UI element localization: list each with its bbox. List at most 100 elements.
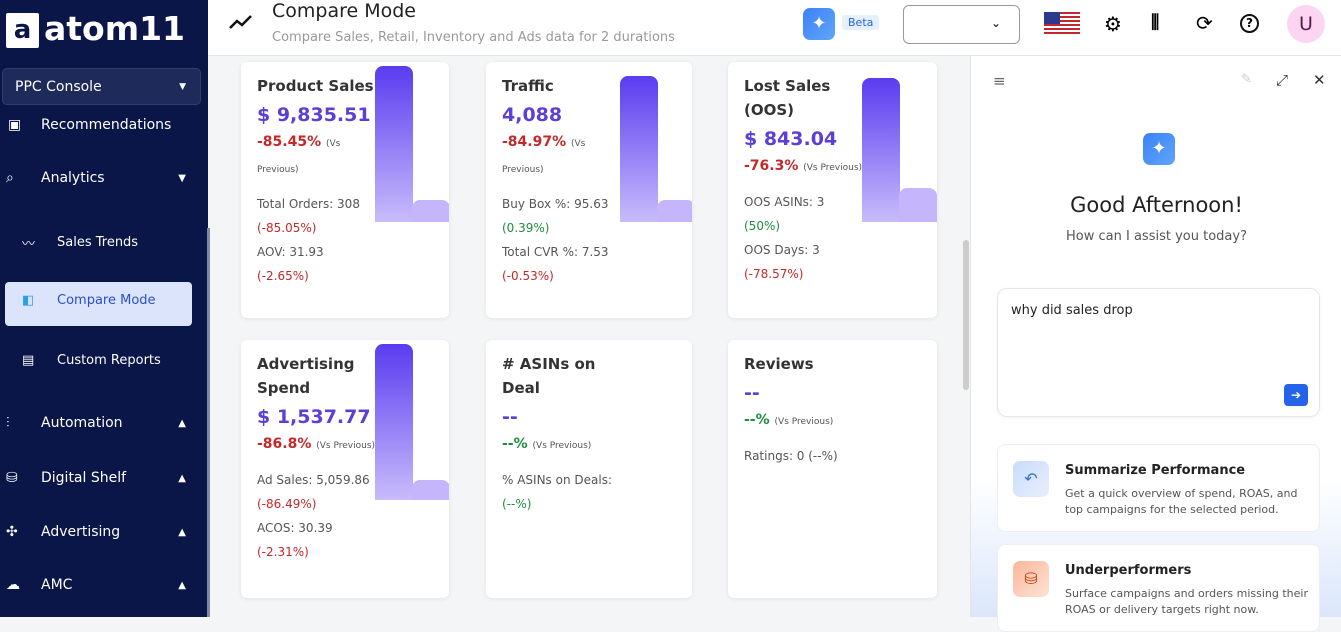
card-change: -76.3% (Vs Previous): [744, 154, 864, 180]
suggestion-title: Summarize Performance: [1065, 463, 1246, 478]
change-value: -86.8%: [257, 436, 312, 452]
card-detail: (50%): [744, 219, 781, 233]
card-detail: (-2.65%): [257, 269, 309, 283]
card-title: Lost Sales (OOS): [744, 77, 831, 119]
card-value: $ 1,537.77: [257, 406, 371, 428]
metric-card: Traffic 4,088 -84.97% (Vs Previous) Buy Box…: [486, 62, 692, 318]
duration-select[interactable]: ⌄: [903, 5, 1020, 44]
scrollbar: [207, 228, 210, 617]
greeting: Good Afternoon!: [1070, 193, 1243, 217]
menu-icon[interactable]: ≡: [993, 72, 1006, 90]
metric-card: Advertising Spend $ 1,537.77 -86.8% (Vs Pr…: [241, 340, 449, 598]
card-title: Reviews: [744, 355, 814, 373]
current-bar: [375, 344, 413, 500]
logo: atom11: [44, 9, 186, 48]
card-value: $ 843.04: [744, 128, 838, 150]
change-note: (Vs Previous): [316, 441, 376, 451]
card-detail: (-2.31%): [257, 545, 309, 559]
suggestion-icon: ⛁: [1013, 561, 1049, 597]
header: Compare Mode Compare Sales, Retail, Inve…: [208, 0, 1341, 56]
previous-bar: [899, 188, 937, 222]
menu-label: Advertising: [41, 524, 121, 540]
card-text: Product Sales $ 9,835.51 -85.45% (Vs Previ…: [257, 74, 377, 288]
card-detail: (-0.53%): [502, 269, 554, 283]
card-detail: (--%): [502, 497, 532, 511]
page-title: Compare Mode: [272, 0, 416, 22]
beta-badge: Beta: [842, 15, 880, 30]
refresh-icon[interactable]: ⟳: [1196, 11, 1213, 35]
menu-item[interactable]: ✣ Advertising ▲: [6, 524, 186, 540]
edit-icon[interactable]: ✎: [1241, 72, 1252, 87]
menu-label: AMC: [41, 577, 73, 593]
card-title: # ASINs on Deal: [502, 355, 596, 397]
page-subtitle: Compare Sales, Retail, Inventory and Ads…: [272, 30, 675, 45]
change-value: -76.3%: [744, 158, 799, 174]
console-label: PPC Console: [15, 78, 102, 95]
menu-item[interactable]: 〰 Sales Trends: [22, 235, 139, 252]
card-detail: Ad Sales: 5,059.86: [257, 473, 370, 487]
card-detail: Buy Box %: 95.63: [502, 197, 609, 211]
menu-label: Sales Trends: [57, 235, 139, 250]
library-icon[interactable]: ⫼: [1151, 12, 1160, 33]
card-text: # ASINs on Deal -- --% (Vs Previous) % ASIN…: [502, 352, 622, 516]
ai-icon[interactable]: ✦: [803, 8, 835, 40]
menu-item[interactable]: ▣ Recommendations: [8, 117, 172, 133]
avatar[interactable]: U: [1287, 5, 1325, 43]
metric-card: Product Sales $ 9,835.51 -85.45% (Vs Previ…: [241, 62, 449, 318]
card-value: --: [744, 382, 760, 404]
menu-item[interactable]: ⌕ Analytics ▼: [6, 170, 186, 186]
help-icon[interactable]: ?: [1240, 14, 1259, 33]
suggestion-title: Underperformers: [1065, 563, 1192, 578]
card-detail: AOV: 31.93: [257, 245, 324, 259]
current-bar: [862, 78, 900, 222]
suggestion-text: Get a quick overview of spend, ROAS, and…: [1065, 487, 1298, 516]
menu-item[interactable]: ☁ AMC ▲: [6, 577, 186, 593]
change-note: (Vs Previous): [502, 139, 586, 175]
change-value: -85.45%: [257, 134, 322, 150]
card-value: $ 9,835.51: [257, 104, 371, 126]
suggestion-card[interactable]: ⛁ Underperformers Surface campaigns and …: [997, 544, 1320, 632]
send-button[interactable]: ➔: [1284, 384, 1308, 406]
previous-bar: [657, 200, 692, 222]
change-value: --%: [502, 436, 528, 452]
card-text: Advertising Spend $ 1,537.77 -86.8% (Vs Pr…: [257, 352, 377, 564]
suggestion-card[interactable]: ↶ Summarize Performance Get a quick over…: [997, 444, 1320, 532]
card-detail: % ASINs on Deals:: [502, 473, 612, 487]
change-value: --%: [744, 412, 770, 428]
card-title: Product Sales: [257, 77, 374, 95]
metric-card: # ASINs on Deal -- --% (Vs Previous) % ASIN…: [486, 340, 692, 598]
card-detail: (0.39%): [502, 221, 550, 235]
menu-label: Digital Shelf: [41, 470, 127, 486]
change-note: (Vs Previous): [803, 163, 863, 173]
chat-input[interactable]: why did sales drop ➔: [997, 288, 1320, 417]
card-detail: OOS ASINs: 3: [744, 195, 825, 209]
change-note: (Vs Previous): [774, 417, 834, 427]
menu-item[interactable]: ⛁ Digital Shelf ▲: [6, 470, 186, 486]
card-text: Traffic 4,088 -84.97% (Vs Previous) Buy Box…: [502, 74, 622, 288]
previous-bar: [412, 200, 449, 222]
card-change: -86.8% (Vs Previous): [257, 432, 377, 458]
close-icon[interactable]: ✕: [1313, 71, 1326, 89]
menu-item[interactable]: ◧ Compare Mode: [22, 293, 156, 308]
card-detail: (-78.57%): [744, 267, 804, 281]
current-bar: [375, 66, 413, 222]
expand-icon[interactable]: ⤢: [1276, 71, 1289, 89]
previous-bar: [412, 480, 449, 500]
assistant-panel: ≡ ✎ ⤢ ✕ ✦ Good Afternoon! How can I assi…: [970, 56, 1341, 632]
card-change: -85.45% (Vs Previous): [257, 130, 377, 182]
menu-label: Custom Reports: [57, 353, 161, 368]
trend-icon: [229, 15, 252, 29]
card-value: --: [502, 406, 518, 428]
card-change: --% (Vs Previous): [744, 408, 864, 434]
menu-item[interactable]: ▤ Custom Reports: [22, 353, 161, 368]
card-detail: Total Orders: 308: [257, 197, 360, 211]
console-select[interactable]: PPC Console ▼: [2, 68, 201, 105]
ai-icon: ✦: [1143, 133, 1175, 165]
settings-icon[interactable]: ⚙: [1104, 12, 1122, 36]
menu-item[interactable]: ⫶ Automation ▲: [6, 415, 186, 431]
flag[interactable]: [1044, 12, 1080, 36]
card-change: --% (Vs Previous): [502, 432, 622, 458]
active-highlight: [5, 282, 192, 326]
logo-icon: a: [6, 13, 39, 48]
